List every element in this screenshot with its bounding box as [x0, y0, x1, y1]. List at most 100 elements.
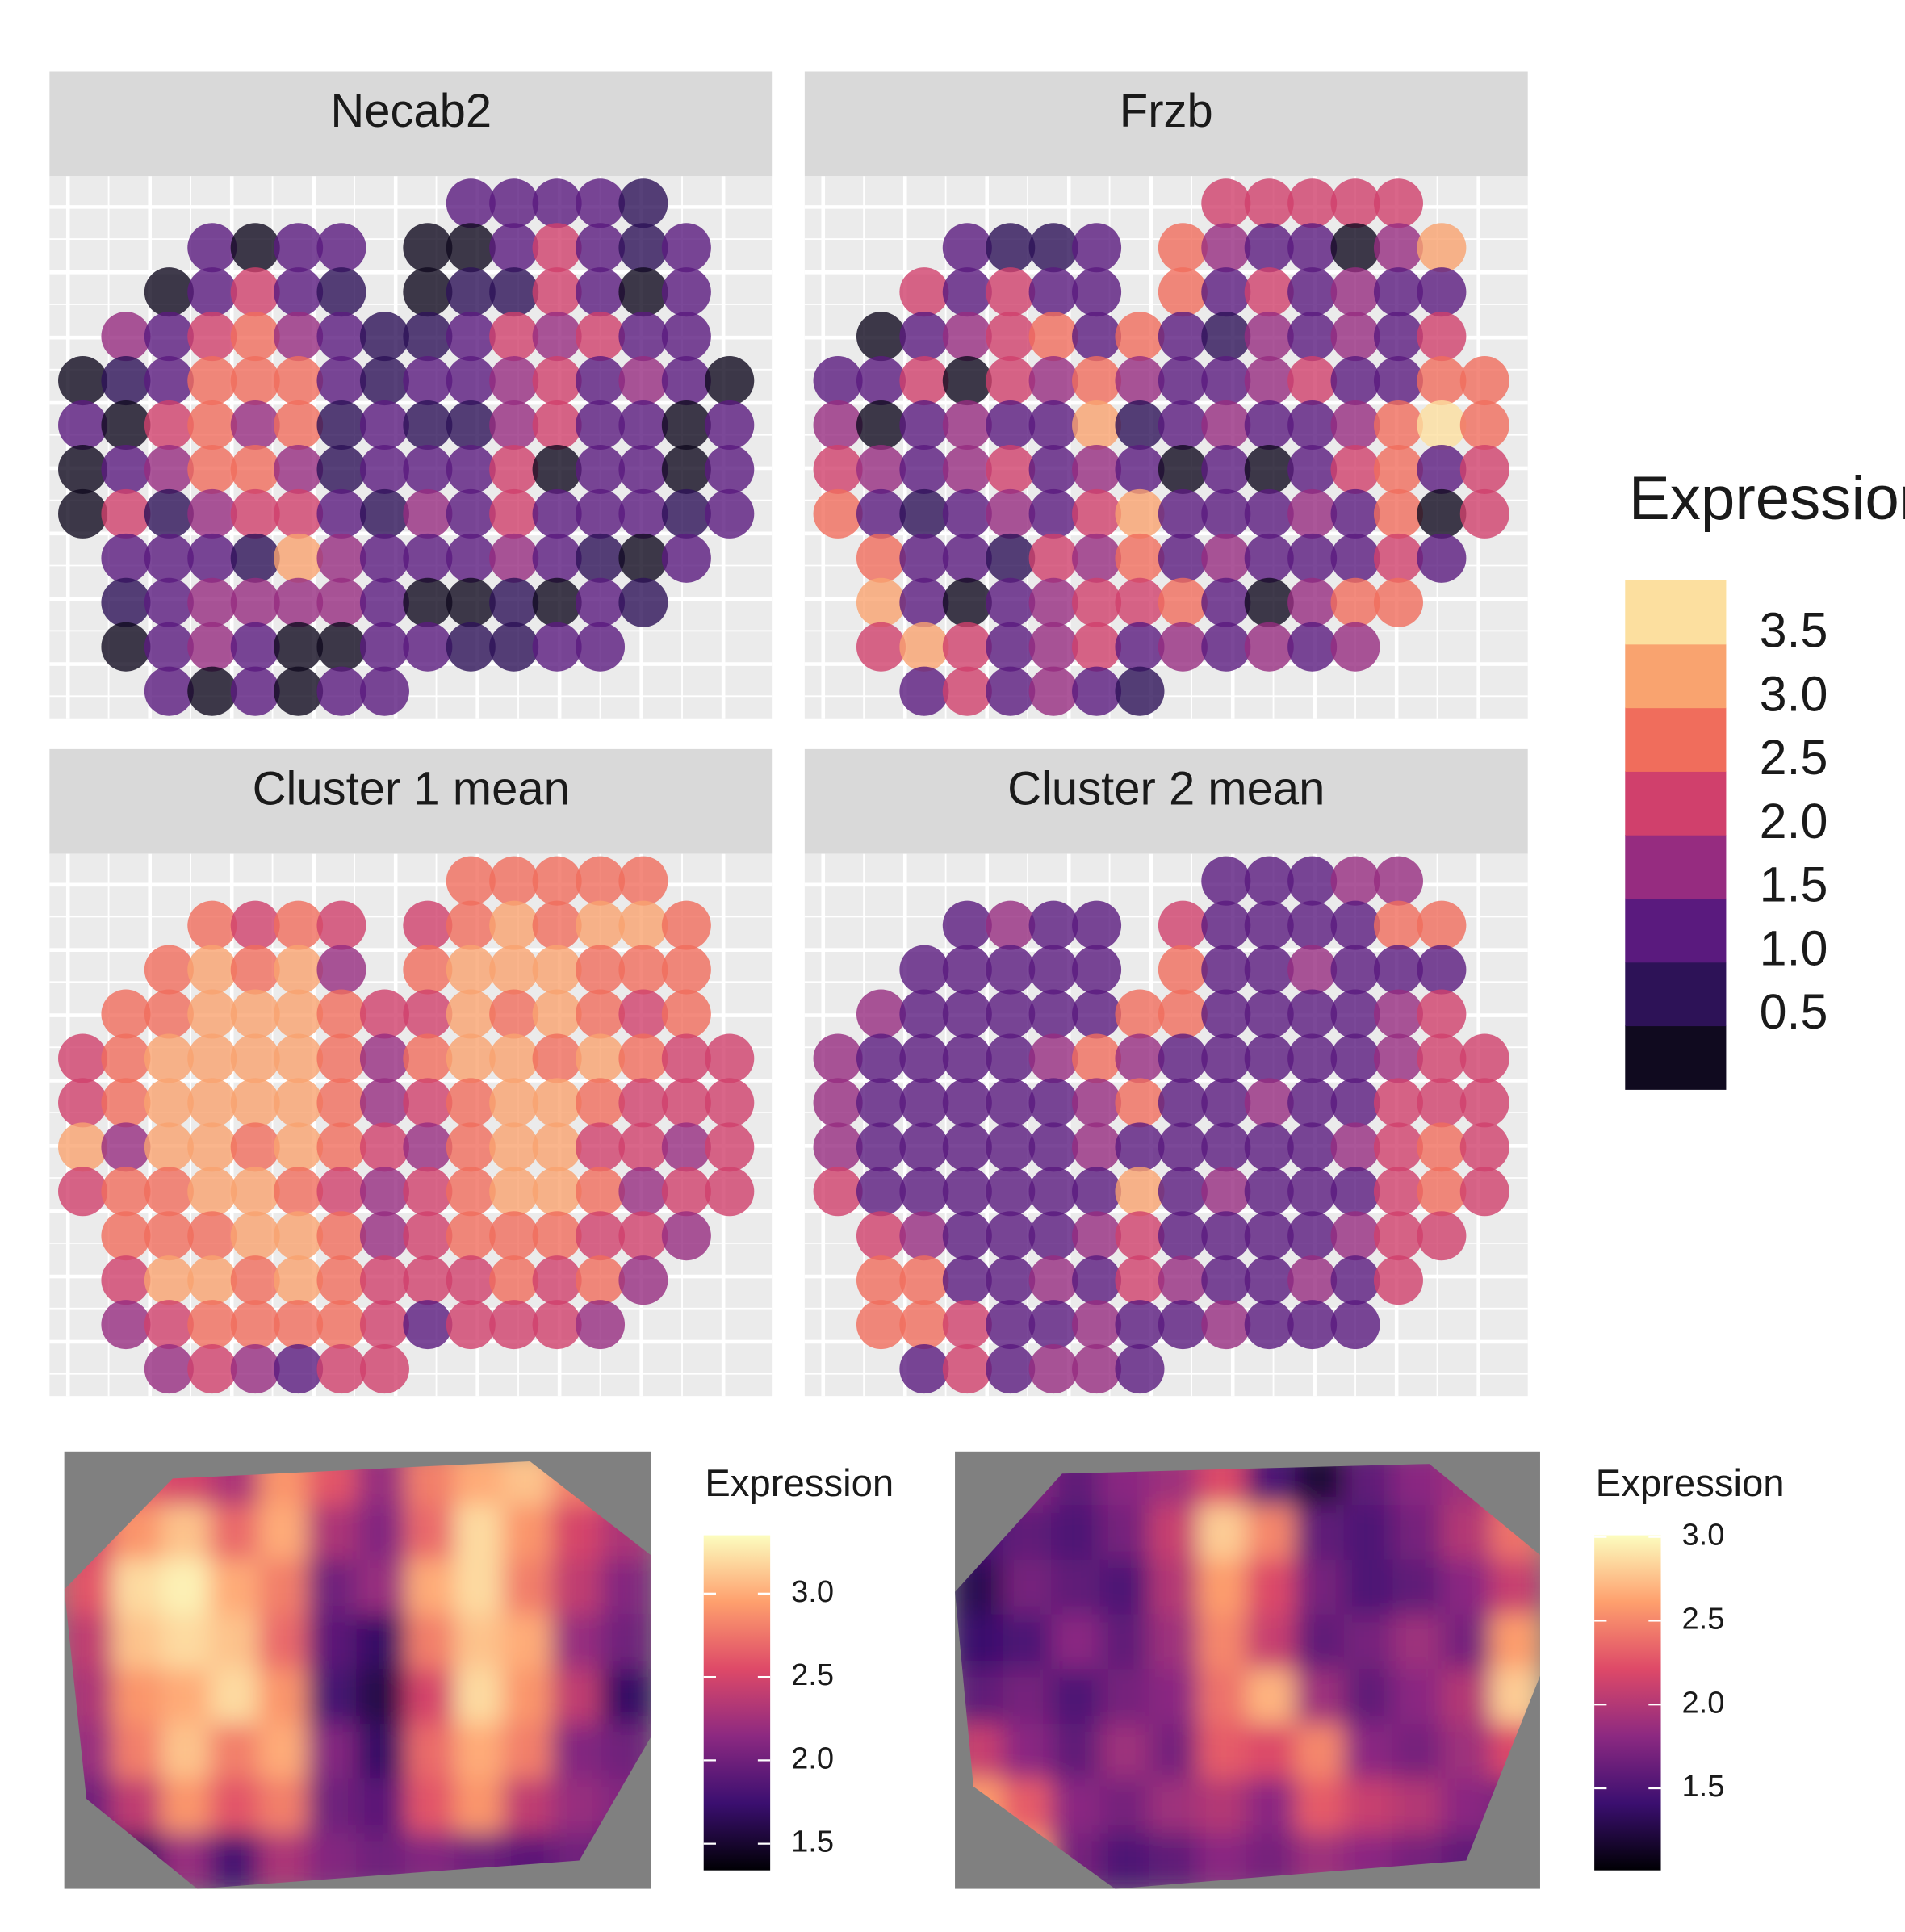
spot: [1330, 945, 1380, 995]
spot: [1373, 989, 1423, 1039]
spot: [899, 989, 949, 1039]
map-cell: [1392, 1723, 1444, 1781]
spot: [1244, 223, 1294, 273]
legend-key: [1625, 898, 1727, 963]
spot: [1417, 223, 1467, 273]
spot: [101, 1078, 151, 1128]
spot: [1373, 267, 1423, 317]
spot: [813, 356, 863, 406]
spot: [489, 533, 539, 583]
spot: [187, 1078, 237, 1128]
spot: [359, 577, 409, 627]
spot: [618, 1122, 668, 1172]
map-cell: [404, 1614, 457, 1672]
spot: [1115, 666, 1165, 716]
spot: [618, 900, 668, 950]
spot: [359, 488, 409, 539]
spot: [1330, 856, 1380, 906]
spot: [58, 1033, 108, 1083]
spot: [899, 1344, 949, 1394]
map-cell: [111, 1614, 164, 1672]
spot: [618, 178, 668, 228]
map-cell: [404, 1504, 457, 1562]
spot: [446, 577, 496, 627]
spot: [813, 1078, 863, 1128]
spot: [1072, 488, 1122, 539]
spot: [1115, 1033, 1165, 1083]
spot: [986, 666, 1036, 716]
spot: [942, 666, 992, 716]
spot: [1244, 1078, 1294, 1128]
spot: [618, 223, 668, 273]
legend-title: Expression: [1629, 464, 1905, 533]
spot: [942, 1033, 992, 1083]
spot: [359, 1300, 409, 1350]
spot: [856, 312, 906, 362]
map-cell: [1197, 1778, 1250, 1836]
map-cell: [454, 1461, 506, 1508]
spot: [661, 267, 711, 317]
spot: [942, 312, 992, 362]
spot: [489, 1122, 539, 1172]
spot: [403, 312, 453, 362]
spot: [1201, 488, 1251, 539]
spot: [144, 444, 194, 494]
figure-root: Necab2 Frzb Cluster 1 mean Cluster 2 mean Ex…: [49, 71, 1905, 1889]
spot: [1201, 400, 1251, 451]
legend-label: 3.5: [1760, 603, 1828, 658]
map-cell: [1002, 1559, 1054, 1617]
spot: [1158, 1167, 1208, 1217]
spot: [316, 1300, 366, 1350]
map-cell: [454, 1778, 506, 1836]
map-cell: [1246, 1614, 1298, 1672]
spot: [230, 666, 280, 716]
map-cell: [1246, 1464, 1298, 1508]
spot: [316, 400, 366, 451]
spot: [1330, 1033, 1380, 1083]
spot: [1028, 400, 1078, 451]
spot: [274, 945, 324, 995]
spot: [144, 1167, 194, 1217]
spot: [1028, 1255, 1078, 1305]
spot: [1115, 444, 1165, 494]
map-cell: [1051, 1614, 1103, 1672]
spot: [899, 1122, 949, 1172]
map-cell: [1149, 1614, 1200, 1672]
spot: [532, 312, 582, 362]
spot: [187, 666, 237, 716]
spot: [403, 356, 453, 406]
spot: [274, 444, 324, 494]
map-cell: [161, 1723, 212, 1781]
spot: [144, 666, 194, 716]
spot: [359, 356, 409, 406]
spot: [446, 312, 496, 362]
spot: [1330, 533, 1380, 583]
legend-label: 3.0: [1760, 666, 1828, 721]
spot: [942, 1344, 992, 1394]
spot: [1287, 577, 1338, 627]
spot: [316, 1033, 366, 1083]
spot: [144, 989, 194, 1039]
spot: [1373, 1167, 1423, 1217]
map-cell: [111, 1723, 164, 1781]
spot: [274, 356, 324, 406]
map-cell: [209, 1559, 262, 1617]
map-cell: [1099, 1559, 1152, 1617]
spot: [705, 1033, 755, 1083]
spot: [316, 1211, 366, 1261]
spot: [618, 356, 668, 406]
spot: [705, 356, 755, 406]
map-cell: [307, 1614, 359, 1672]
spot: [1244, 856, 1294, 906]
spot: [187, 267, 237, 317]
spot: [187, 1255, 237, 1305]
spot: [1330, 1078, 1380, 1128]
spot: [1158, 989, 1208, 1039]
map-cell: [1246, 1504, 1298, 1562]
spot: [101, 1211, 151, 1261]
spot: [1459, 1167, 1509, 1217]
spot: [403, 1122, 453, 1172]
spot: [575, 223, 626, 273]
spot: [144, 1122, 194, 1172]
spot: [1115, 1167, 1165, 1217]
